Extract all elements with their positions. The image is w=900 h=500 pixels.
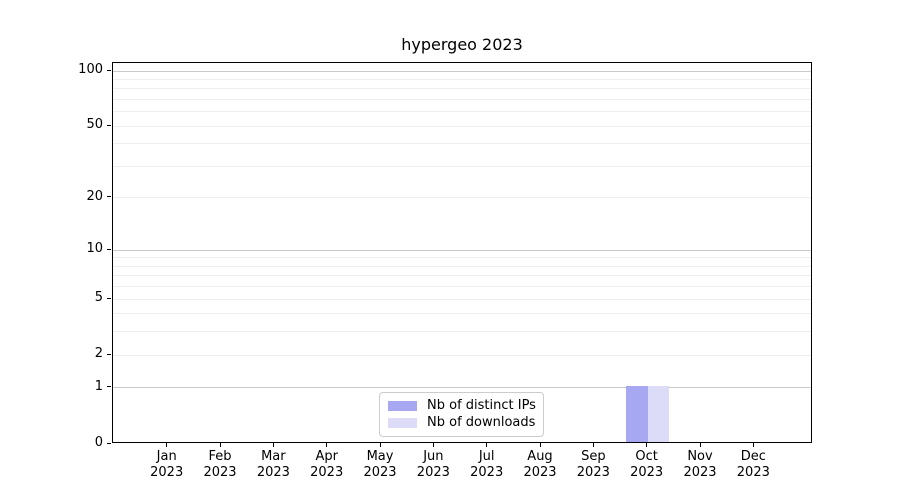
gridline-minor-4 [113,313,811,315]
y-tick-label-50: 50 [86,117,103,133]
legend-swatch-nb-of-downloads [388,418,417,429]
y-tick-label-5: 5 [94,290,103,306]
x-tick-dec-2023 [752,443,754,447]
legend-label-nb-of-downloads: Nb of downloads [427,415,536,431]
y-tick-1 [107,386,111,388]
chart-title: hypergeo 2023 [401,35,523,54]
x-tick-apr-2023 [326,443,328,447]
y-tick-5 [107,297,111,299]
gridline-minor-60 [113,111,811,113]
y-tick-2 [107,353,111,355]
y-tick-50 [107,124,111,126]
x-tick-label-nov-2023: Nov 2023 [683,449,717,480]
x-tick-oct-2023 [646,443,648,447]
gridline-minor-80 [113,88,811,90]
x-tick-mar-2023 [272,443,274,447]
gridline-minor-6 [113,286,811,288]
gridline-minor-2 [113,354,811,356]
plot-area [112,62,812,443]
gridline-minor-70 [113,98,811,100]
gridline-minor-9 [113,257,811,259]
x-tick-label-mar-2023: Mar 2023 [256,449,290,480]
x-tick-jun-2023 [432,443,434,447]
gridline-minor-7 [113,275,811,277]
gridline-major-10 [113,249,811,251]
x-tick-label-feb-2023: Feb 2023 [203,449,237,480]
x-tick-label-jun-2023: Jun 2023 [416,449,450,480]
y-tick-label-2: 2 [94,346,103,362]
x-tick-jan-2023 [166,443,168,447]
legend-entry-nb-of-distinct-ips: Nb of distinct IPs [388,397,536,414]
y-tick-label-1: 1 [94,378,103,394]
legend-entry-nb-of-downloads: Nb of downloads [388,415,535,431]
gridline-minor-20 [113,197,811,199]
x-tick-nov-2023 [699,443,701,447]
legend-label-nb-of-distinct-ips: Nb of distinct IPs [427,397,536,413]
y-tick-label-20: 20 [86,188,103,204]
y-tick-label-10: 10 [86,241,103,257]
y-tick-20 [107,196,111,198]
x-tick-label-oct-2023: Oct 2023 [630,449,664,480]
bar-nb-of-distinct-ips-oct-2023 [626,385,648,442]
legend: Nb of distinct IPs Nb of downloads [379,392,544,437]
legend-swatch-nb-of-distinct-ips [388,400,417,411]
x-tick-jul-2023 [486,443,488,447]
gridline-minor-90 [113,78,811,80]
gridline-major-1 [113,387,811,389]
x-tick-label-sep-2023: Sep 2023 [576,449,610,480]
x-tick-sep-2023 [592,443,594,447]
bar-nb-of-downloads-oct-2023 [647,385,669,442]
gridline-minor-8 [113,265,811,267]
x-tick-label-may-2023: May 2023 [363,449,397,480]
x-tick-label-jul-2023: Jul 2023 [470,449,504,480]
y-tick-100 [107,69,111,71]
y-tick-label-0: 0 [94,435,103,450]
y-tick-0 [107,442,111,444]
x-tick-feb-2023 [219,443,221,447]
gridline-minor-3 [113,331,811,333]
x-tick-aug-2023 [539,443,541,447]
x-tick-label-jan-2023: Jan 2023 [150,449,184,480]
x-tick-label-apr-2023: Apr 2023 [310,449,344,480]
y-tick-10 [107,248,111,250]
y-tick-label-100: 100 [78,62,103,77]
x-tick-label-dec-2023: Dec 2023 [736,449,770,480]
gridline-major-100 [113,70,811,72]
x-tick-may-2023 [379,443,381,447]
x-tick-label-aug-2023: Aug 2023 [523,449,557,480]
gridline-minor-5 [113,298,811,300]
gridline-minor-30 [113,165,811,167]
gridline-minor-40 [113,143,811,145]
gridline-minor-50 [113,125,811,127]
